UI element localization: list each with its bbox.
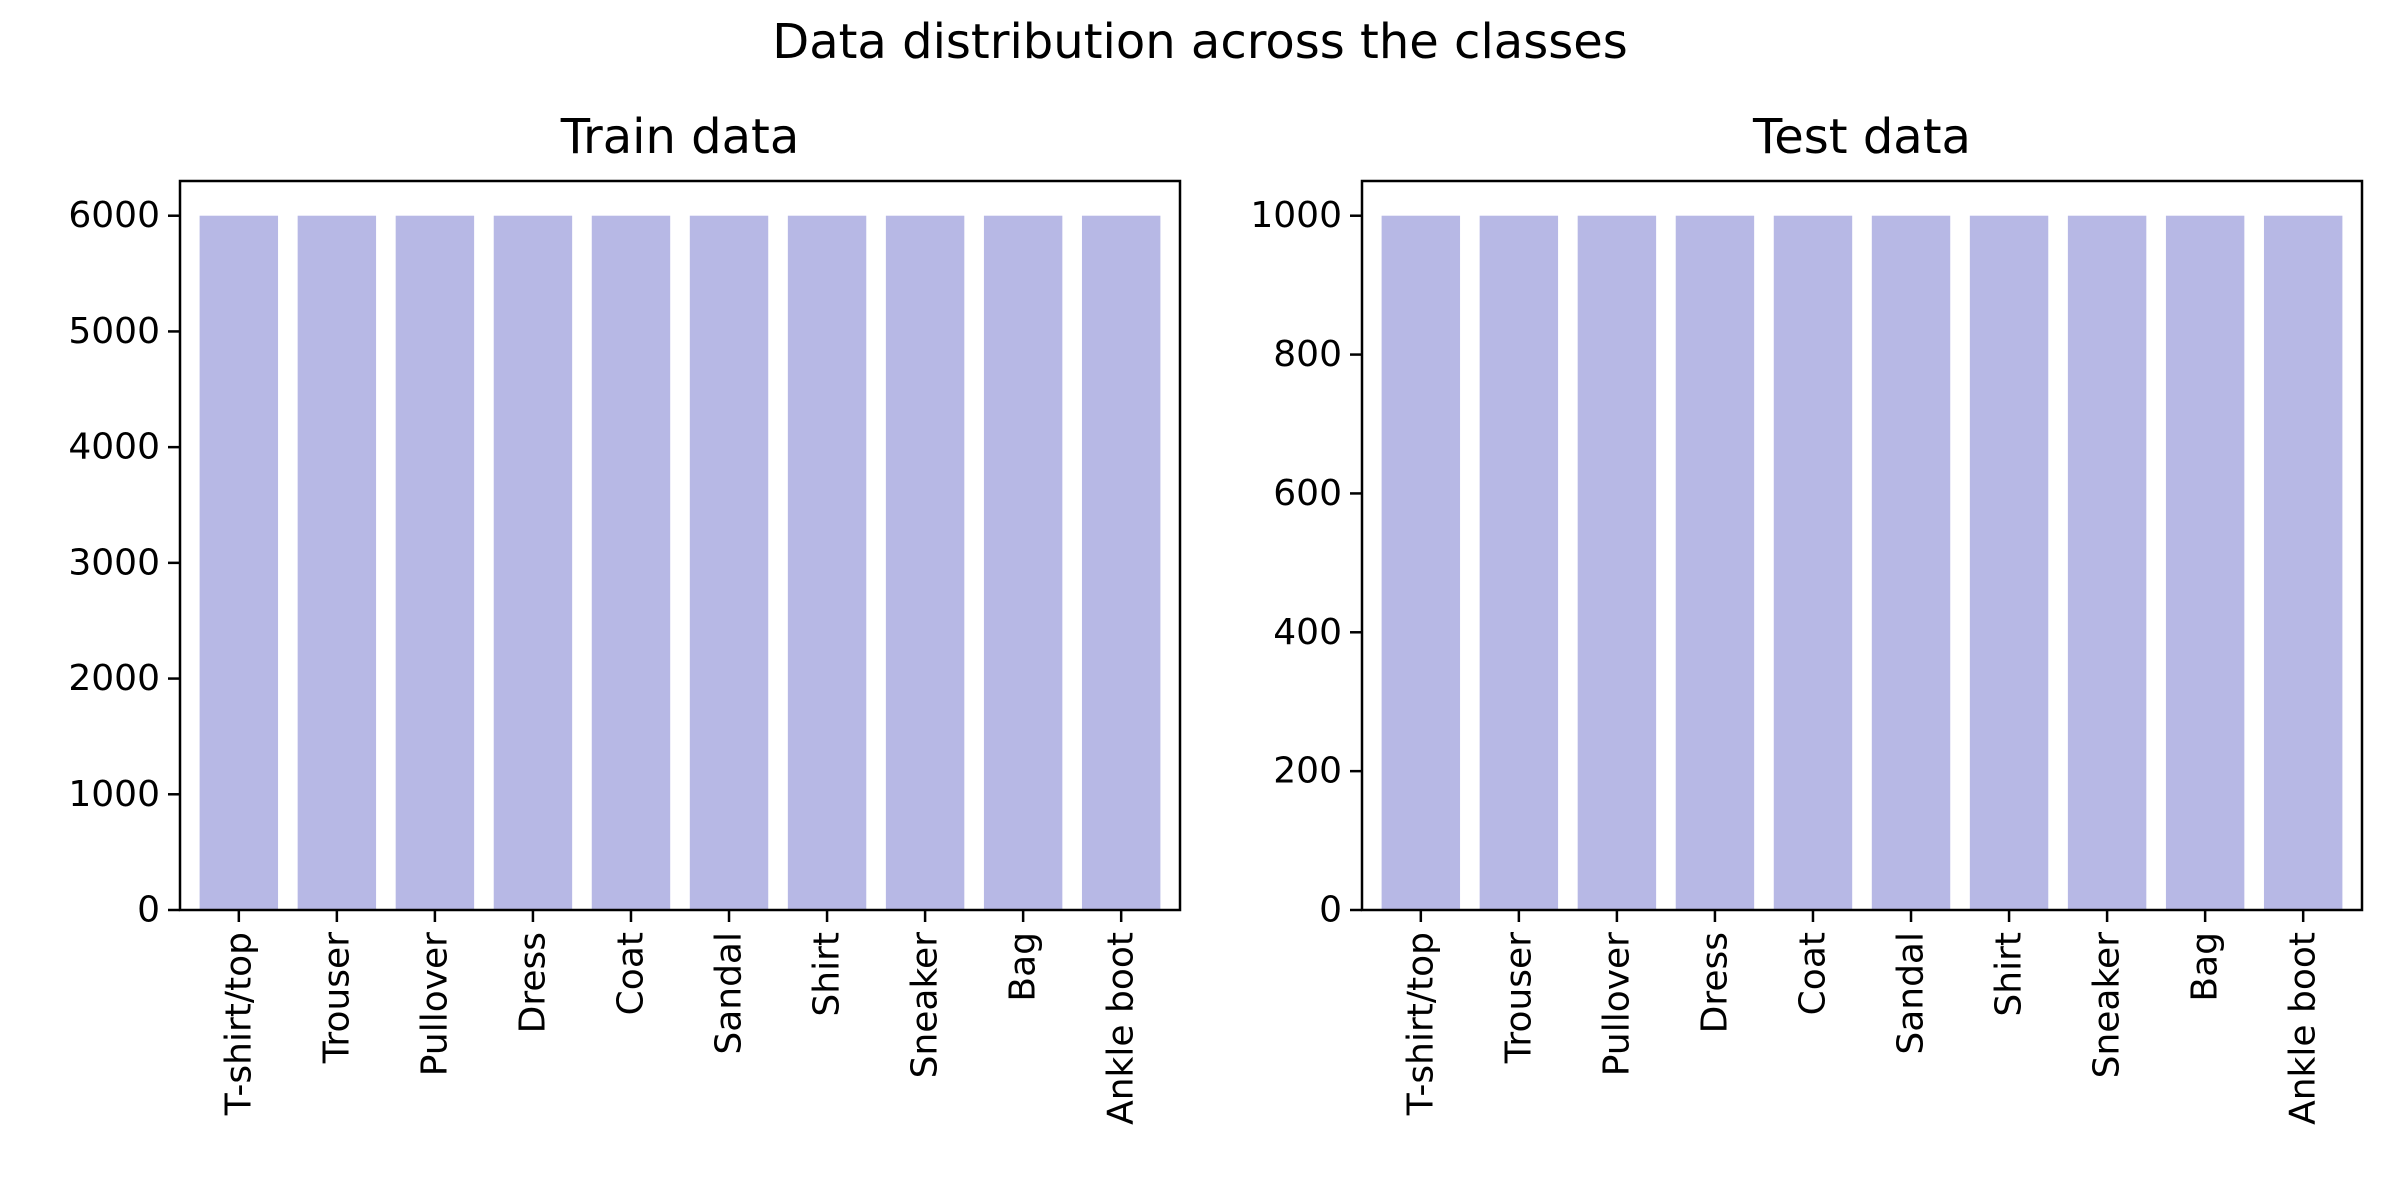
train-x-tick-label: Pullover xyxy=(414,932,455,1076)
test-y-tick-label: 200 xyxy=(1273,751,1342,792)
test-chart-title: Test data xyxy=(1752,109,1971,165)
test-bar xyxy=(1381,215,1461,910)
train-bars xyxy=(199,215,1161,910)
train-bar xyxy=(297,215,377,910)
train-x-tick-label: Bag xyxy=(1003,932,1044,1002)
test-bar xyxy=(2165,215,2245,910)
train-y-tick-label: 3000 xyxy=(68,542,160,583)
train-bar xyxy=(1081,215,1161,910)
test-x-tick-label: Ankle boot xyxy=(2283,932,2324,1125)
train-x-axis: T-shirt/top Trouser Pullover Dress Coat Sanda… xyxy=(218,910,1142,1125)
train-bar xyxy=(395,215,475,910)
train-x-tick-label: Dress xyxy=(512,932,553,1033)
train-bar xyxy=(983,215,1063,910)
test-x-tick-label: Pullover xyxy=(1596,932,1637,1076)
train-chart-title: Train data xyxy=(560,109,800,165)
train-bar xyxy=(885,215,965,910)
test-x-tick-label: Sandal xyxy=(1891,932,1932,1055)
train-y-axis: 0 1000 2000 3000 4000 5000 6000 xyxy=(68,195,180,931)
test-bar xyxy=(1479,215,1559,910)
test-bar xyxy=(1773,215,1853,910)
test-x-tick-label: Bag xyxy=(2185,932,2226,1002)
train-x-tick-label: Trouser xyxy=(316,932,357,1064)
test-bar xyxy=(1969,215,2049,910)
train-y-tick-label: 2000 xyxy=(68,658,160,699)
train-x-tick-label: Ankle boot xyxy=(1101,932,1142,1125)
test-bar xyxy=(1577,215,1657,910)
train-x-tick-label: Sandal xyxy=(709,932,750,1055)
figure-title: Data distribution across the classes xyxy=(772,14,1628,70)
test-bar xyxy=(2067,215,2147,910)
test-y-tick-label: 1000 xyxy=(1250,195,1342,236)
train-bar xyxy=(199,215,279,910)
train-x-tick-label: Shirt xyxy=(807,932,848,1017)
test-x-tick-label: Shirt xyxy=(1989,932,2030,1017)
train-bar xyxy=(493,215,573,910)
test-x-axis: T-shirt/top Trouser Pullover Dress Coat Sanda… xyxy=(1400,910,2324,1125)
train-x-tick-label: T-shirt/top xyxy=(218,932,259,1116)
test-x-tick-label: Trouser xyxy=(1498,932,1539,1064)
test-y-tick-label: 0 xyxy=(1319,890,1342,931)
test-x-tick-label: Coat xyxy=(1792,932,1833,1015)
train-y-tick-label: 4000 xyxy=(68,427,160,468)
train-y-tick-label: 1000 xyxy=(68,774,160,815)
test-plot-frame xyxy=(1360,179,2364,912)
train-bar xyxy=(787,215,867,910)
test-x-tick-label: Dress xyxy=(1694,932,1735,1033)
test-y-tick-label: 800 xyxy=(1273,334,1342,375)
train-bar xyxy=(591,215,671,910)
train-x-tick-label: Sneaker xyxy=(905,932,946,1079)
train-bar xyxy=(689,215,769,910)
test-bar xyxy=(1675,215,1755,910)
test-bar xyxy=(2263,215,2343,910)
test-x-tick-label: Sneaker xyxy=(2087,932,2128,1079)
train-plot-frame xyxy=(178,179,1182,912)
test-bar xyxy=(1871,215,1951,910)
test-x-tick-label: T-shirt/top xyxy=(1400,932,1441,1116)
train-x-tick-label: Coat xyxy=(610,932,651,1015)
test-y-axis: 0 200 400 600 800 1000 xyxy=(1250,195,1362,931)
test-y-tick-label: 600 xyxy=(1273,473,1342,514)
train-y-tick-label: 5000 xyxy=(68,311,160,352)
train-y-tick-label: 0 xyxy=(137,890,160,931)
test-bars xyxy=(1381,215,2343,910)
test-y-tick-label: 400 xyxy=(1273,612,1342,653)
train-chart: Train data 0 1000 2000 3000 4000 5000 6000 T-s… xyxy=(68,109,1182,1125)
train-y-tick-label: 6000 xyxy=(68,195,160,236)
